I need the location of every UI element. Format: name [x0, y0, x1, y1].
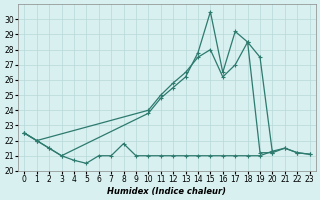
- X-axis label: Humidex (Indice chaleur): Humidex (Indice chaleur): [108, 187, 227, 196]
